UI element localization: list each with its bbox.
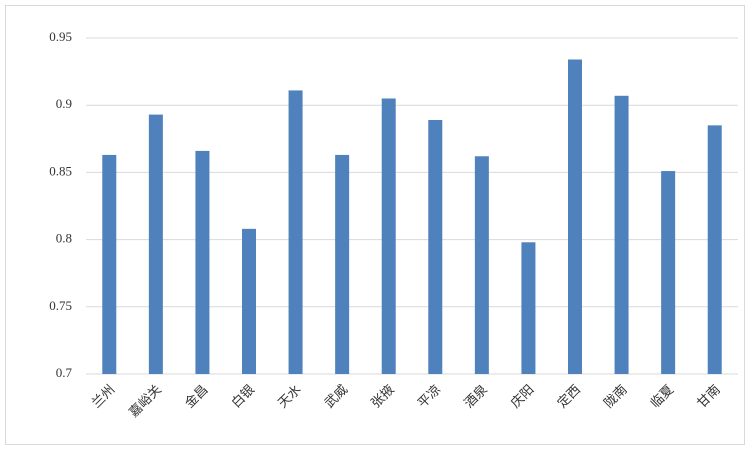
bar [195,150,210,374]
bar [288,90,303,374]
y-tick-label: 0.9 [56,96,72,111]
chart-border [5,5,745,445]
bar [102,154,117,374]
bar [381,98,396,374]
y-tick-label: 0.95 [49,29,72,44]
bar [521,242,536,374]
bar [707,125,722,374]
bar [568,59,582,375]
y-tick-label: 0.85 [49,163,72,178]
bar [148,114,163,374]
y-tick-label: 0.7 [56,365,73,380]
bar [428,119,443,374]
bar [335,154,350,374]
y-tick-label: 0.8 [56,231,72,246]
bar [661,171,676,374]
bar [614,95,629,375]
bar [242,228,256,374]
y-tick-label: 0.75 [49,298,72,313]
bar [474,156,489,374]
